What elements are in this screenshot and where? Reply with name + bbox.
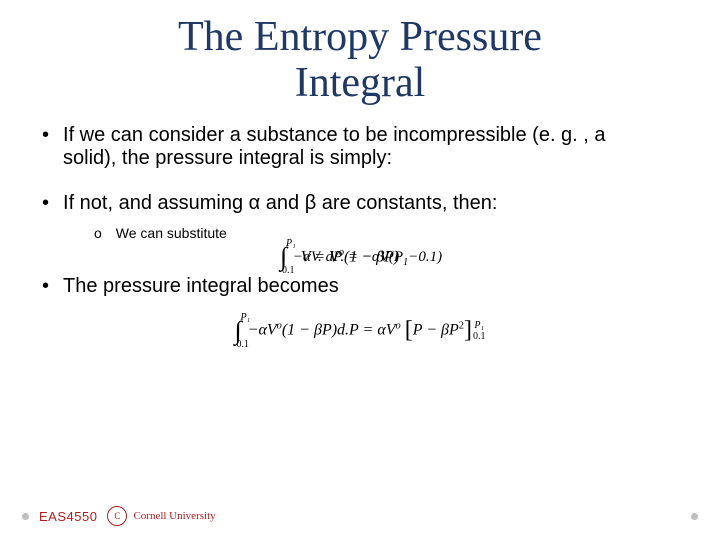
bullet-2-text: If not, and assuming α and β are constan… — [63, 192, 497, 215]
slide-footer: EAS4550 C Cornell University — [0, 506, 720, 526]
bullet-marker: • — [42, 192, 49, 215]
university-seal: C Cornell University — [107, 506, 215, 526]
equation-1: P₁ ∫ 0.1 −αV. dP. = −αV(P1−0.1) — [280, 248, 442, 268]
sub-bullet-1: o We can substitute — [94, 225, 660, 241]
footer-dot-right — [691, 513, 698, 520]
int-lower-bound: 0.1 — [282, 265, 295, 276]
bracket-bounds: P₁0.1 — [473, 320, 486, 342]
integral-symbol: P₁ ∫ 0.1 — [235, 322, 242, 340]
int-upper-bound: P₁ — [286, 238, 296, 249]
bullet-3-text: The pressure integral becomes — [63, 275, 339, 298]
course-code: EAS4550 — [39, 509, 97, 524]
title-line-1: The Entropy Pressure — [178, 14, 542, 60]
int-upper-bound: P₁ — [241, 312, 251, 323]
bullet-1: • If we can consider a substance to be i… — [60, 124, 660, 170]
bullet-1-text: If we can consider a substance to be inc… — [63, 124, 660, 170]
bullet-marker: • — [42, 275, 49, 298]
integral-symbol: P₁ ∫ 0.1 — [280, 248, 287, 266]
equation-3-wrap: P₁ ∫ 0.1 −αVo(1 − βP)d.P = αVo [P − βP2]… — [60, 320, 660, 342]
equation-3: P₁ ∫ 0.1 −αVo(1 − βP)d.P = αVo [P − βP2]… — [235, 320, 486, 342]
bullet-2: • If not, and assuming α and β are const… — [60, 192, 660, 215]
seal-icon: C — [107, 506, 127, 526]
integral-glyph: ∫ — [235, 322, 242, 340]
title-line-2: Integral — [295, 60, 426, 106]
slide-title: The Entropy Pressure Integral — [0, 0, 720, 106]
bracket-open: [ — [405, 321, 413, 340]
eq1-lhs: −αV. dP. = −αV(P1−0.1) — [293, 249, 442, 265]
sub-bullet-text: We can substitute — [116, 225, 227, 241]
slide-content: • If we can consider a substance to be i… — [0, 106, 720, 341]
bracket-close: ] — [464, 321, 472, 340]
footer-dot-left — [22, 513, 29, 520]
sub-bullet-marker: o — [94, 225, 102, 241]
university-name: Cornell University — [133, 510, 215, 522]
bullet-3: • The pressure integral becomes — [60, 275, 660, 298]
integral-glyph: ∫ — [280, 248, 287, 266]
bullet-marker: • — [42, 124, 49, 170]
int-lower-bound: 0.1 — [237, 339, 250, 350]
